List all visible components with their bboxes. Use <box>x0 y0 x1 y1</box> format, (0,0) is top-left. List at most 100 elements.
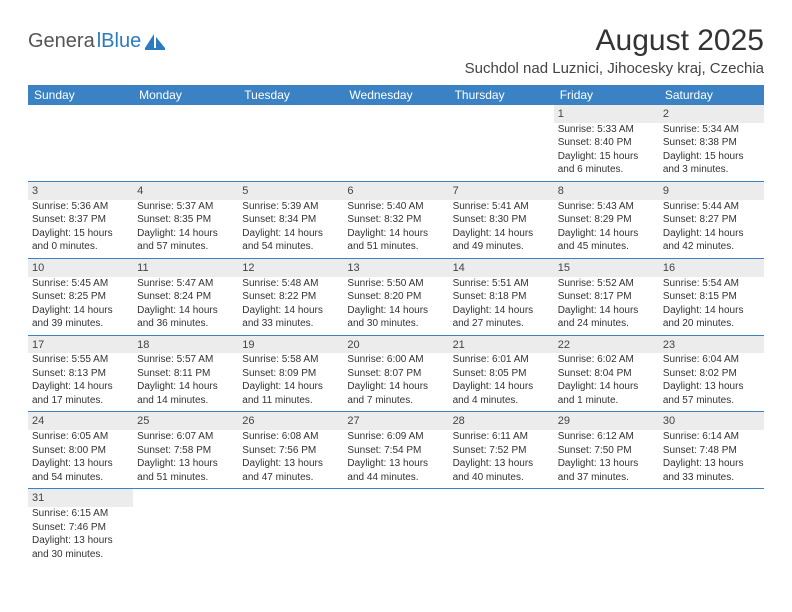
day-number: 7 <box>449 182 554 200</box>
calendar-grid: SundayMondayTuesdayWednesdayThursdayFrid… <box>28 85 764 565</box>
day-info-line: Sunset: 8:27 PM <box>663 213 760 227</box>
day-number: 15 <box>554 259 659 277</box>
day-info-line: and 57 minutes. <box>137 240 234 254</box>
day-info-line: Sunrise: 5:51 AM <box>453 277 550 291</box>
day-info-line: Daylight: 14 hours <box>663 227 760 241</box>
day-info-line: Sunset: 8:11 PM <box>137 367 234 381</box>
day-info-line: Sunrise: 5:58 AM <box>242 353 339 367</box>
logo-text-blue: lBlue <box>97 30 141 53</box>
day-number: 1 <box>554 105 659 123</box>
day-cell: 28Sunrise: 6:11 AMSunset: 7:52 PMDayligh… <box>449 412 554 488</box>
day-cell <box>343 105 448 181</box>
day-info-line: Sunset: 8:38 PM <box>663 136 760 150</box>
day-info-line: Daylight: 14 hours <box>347 380 444 394</box>
day-info-line: Sunrise: 5:41 AM <box>453 200 550 214</box>
day-info-line: Sunrise: 6:09 AM <box>347 430 444 444</box>
day-info-line: Sunrise: 5:36 AM <box>32 200 129 214</box>
day-header-cell: Saturday <box>659 85 764 105</box>
day-info-line: Sunrise: 6:08 AM <box>242 430 339 444</box>
day-cell: 16Sunrise: 5:54 AMSunset: 8:15 PMDayligh… <box>659 259 764 335</box>
day-cell <box>449 489 554 565</box>
day-info-line: Sunrise: 5:52 AM <box>558 277 655 291</box>
weeks-container: 1Sunrise: 5:33 AMSunset: 8:40 PMDaylight… <box>28 105 764 565</box>
day-info-line: Sunrise: 5:48 AM <box>242 277 339 291</box>
day-number: 2 <box>659 105 764 123</box>
month-title: August 2025 <box>465 24 764 58</box>
day-info-line: and 37 minutes. <box>558 471 655 485</box>
day-info-line: Daylight: 14 hours <box>558 380 655 394</box>
day-info-line: Sunset: 8:25 PM <box>32 290 129 304</box>
day-info-line: and 20 minutes. <box>663 317 760 331</box>
week-row: 3Sunrise: 5:36 AMSunset: 8:37 PMDaylight… <box>28 182 764 259</box>
week-row: 10Sunrise: 5:45 AMSunset: 8:25 PMDayligh… <box>28 259 764 336</box>
day-info-line: Sunset: 8:02 PM <box>663 367 760 381</box>
day-info-line: Sunset: 7:58 PM <box>137 444 234 458</box>
day-number: 19 <box>238 336 343 354</box>
day-cell: 12Sunrise: 5:48 AMSunset: 8:22 PMDayligh… <box>238 259 343 335</box>
day-cell: 5Sunrise: 5:39 AMSunset: 8:34 PMDaylight… <box>238 182 343 258</box>
day-info-line: and 54 minutes. <box>32 471 129 485</box>
day-info-line: Sunrise: 5:55 AM <box>32 353 129 367</box>
day-cell: 17Sunrise: 5:55 AMSunset: 8:13 PMDayligh… <box>28 336 133 412</box>
day-info-line: Sunrise: 5:44 AM <box>663 200 760 214</box>
day-info-line: Sunrise: 6:14 AM <box>663 430 760 444</box>
day-info-line: Sunset: 8:24 PM <box>137 290 234 304</box>
header: GeneralBlue August 2025 Suchdol nad Luzn… <box>28 24 764 77</box>
day-cell: 26Sunrise: 6:08 AMSunset: 7:56 PMDayligh… <box>238 412 343 488</box>
day-number: 23 <box>659 336 764 354</box>
day-info-line: and 24 minutes. <box>558 317 655 331</box>
day-info-line: Daylight: 14 hours <box>347 304 444 318</box>
day-info-line: Sunset: 8:04 PM <box>558 367 655 381</box>
day-header-cell: Sunday <box>28 85 133 105</box>
day-header-cell: Monday <box>133 85 238 105</box>
day-info-line: and 11 minutes. <box>242 394 339 408</box>
day-number: 6 <box>343 182 448 200</box>
day-info-line: Sunset: 8:35 PM <box>137 213 234 227</box>
day-cell: 21Sunrise: 6:01 AMSunset: 8:05 PMDayligh… <box>449 336 554 412</box>
day-info-line: and 39 minutes. <box>32 317 129 331</box>
day-info-line: Sunrise: 5:45 AM <box>32 277 129 291</box>
day-info-line: and 6 minutes. <box>558 163 655 177</box>
day-info-line: and 57 minutes. <box>663 394 760 408</box>
day-number: 25 <box>133 412 238 430</box>
day-info-line: Sunset: 8:13 PM <box>32 367 129 381</box>
day-cell: 7Sunrise: 5:41 AMSunset: 8:30 PMDaylight… <box>449 182 554 258</box>
day-info-line: Daylight: 13 hours <box>558 457 655 471</box>
day-cell <box>133 105 238 181</box>
day-cell: 6Sunrise: 5:40 AMSunset: 8:32 PMDaylight… <box>343 182 448 258</box>
day-number: 5 <box>238 182 343 200</box>
day-header-cell: Thursday <box>449 85 554 105</box>
day-info-line: Daylight: 14 hours <box>32 304 129 318</box>
day-info-line: Daylight: 14 hours <box>137 304 234 318</box>
day-info-line: Sunrise: 5:54 AM <box>663 277 760 291</box>
day-info-line: Daylight: 13 hours <box>453 457 550 471</box>
day-info-line: and 51 minutes. <box>347 240 444 254</box>
day-info-line: and 4 minutes. <box>453 394 550 408</box>
day-cell: 2Sunrise: 5:34 AMSunset: 8:38 PMDaylight… <box>659 105 764 181</box>
day-cell: 10Sunrise: 5:45 AMSunset: 8:25 PMDayligh… <box>28 259 133 335</box>
day-info-line: Sunrise: 5:39 AM <box>242 200 339 214</box>
day-info-line: Daylight: 13 hours <box>663 457 760 471</box>
day-info-line: and 47 minutes. <box>242 471 339 485</box>
day-info-line: Sunrise: 5:40 AM <box>347 200 444 214</box>
day-info-line: Sunset: 8:00 PM <box>32 444 129 458</box>
day-info-line: Daylight: 14 hours <box>347 227 444 241</box>
day-info-line: and 1 minute. <box>558 394 655 408</box>
day-info-line: Daylight: 14 hours <box>242 304 339 318</box>
day-number: 26 <box>238 412 343 430</box>
day-info-line: Sunset: 7:50 PM <box>558 444 655 458</box>
day-number: 17 <box>28 336 133 354</box>
day-cell: 27Sunrise: 6:09 AMSunset: 7:54 PMDayligh… <box>343 412 448 488</box>
day-info-line: Daylight: 15 hours <box>558 150 655 164</box>
day-number: 29 <box>554 412 659 430</box>
day-info-line: Daylight: 13 hours <box>663 380 760 394</box>
day-info-line: Sunrise: 5:34 AM <box>663 123 760 137</box>
day-info-line: Sunset: 8:15 PM <box>663 290 760 304</box>
day-cell: 29Sunrise: 6:12 AMSunset: 7:50 PMDayligh… <box>554 412 659 488</box>
day-number: 20 <box>343 336 448 354</box>
day-number: 10 <box>28 259 133 277</box>
day-info-line: Daylight: 14 hours <box>453 304 550 318</box>
day-number: 14 <box>449 259 554 277</box>
day-number: 22 <box>554 336 659 354</box>
day-info-line: and 45 minutes. <box>558 240 655 254</box>
